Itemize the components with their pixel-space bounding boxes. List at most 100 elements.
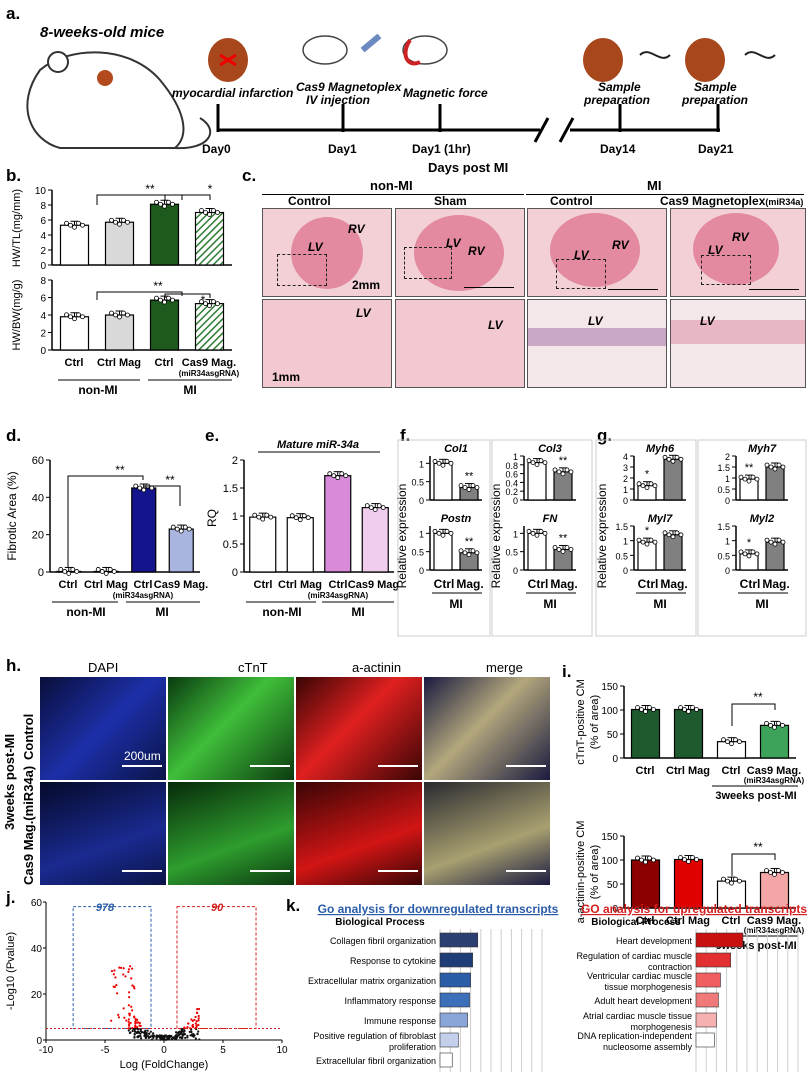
data-point: [686, 709, 691, 714]
y-tick-label: 10: [35, 186, 47, 197]
data-point: [568, 469, 574, 475]
data-point: [68, 314, 73, 320]
volcano-point: [194, 1037, 197, 1040]
y-tick-label: 6: [40, 216, 46, 227]
data-point: [725, 739, 730, 745]
x-label: Cas9 Mag.: [348, 579, 400, 591]
go-term: Collagen fibril organization: [330, 936, 436, 946]
fluor-control-dapi: [40, 677, 166, 780]
data-point: [58, 567, 64, 572]
volcano-point: [133, 1026, 137, 1029]
go-term: Positive regulation of fibroblast: [313, 1031, 436, 1041]
c-lv-1: LV: [308, 240, 323, 254]
data-point: [256, 514, 262, 520]
x-label: Ctrl: [329, 579, 348, 591]
fluor-control-merge: [424, 677, 550, 780]
data-point: [636, 537, 642, 543]
panel-j-volcano: 0 20 40 60 -10 -5 0 5 10 -Log10 (Pvalue) Log (Fold…: [5, 898, 288, 1071]
x-label: Ctrl: [155, 357, 174, 369]
volcano-point: [196, 1011, 199, 1015]
bar: [630, 859, 661, 909]
fluor-cas9-dapi: [40, 782, 166, 885]
data-point: [444, 528, 450, 534]
panel-label-c: c.: [242, 166, 257, 185]
group-label: non-MI: [262, 605, 301, 619]
data-point: [530, 530, 536, 536]
volcano-point: [133, 1036, 136, 1039]
bar: [673, 708, 704, 759]
y-tick-label: 150: [601, 682, 618, 693]
group-label: non-MI: [78, 383, 117, 397]
volcano-point: [156, 1035, 159, 1039]
data-point: [203, 301, 208, 307]
go-bar: [439, 1032, 459, 1048]
c-rv-3: RV: [612, 238, 629, 252]
volcano-point: [139, 1024, 142, 1027]
data-point: [470, 548, 476, 554]
y-tick-label: 1.5: [717, 463, 730, 473]
go-term: Adult heart development: [594, 996, 692, 1006]
bar: [527, 532, 547, 571]
k-up-title: GO analysis for upregulated transcripts: [581, 902, 807, 916]
go-term: Immune response: [364, 1016, 436, 1026]
group-label: MI: [755, 597, 768, 611]
data-point: [293, 515, 299, 521]
data-point: [380, 505, 386, 510]
y-tick-label: 1: [725, 537, 730, 547]
y-tick-label: 0: [419, 496, 424, 506]
y-tick-label: 0: [725, 496, 730, 506]
data-point: [746, 553, 752, 559]
data-point: [182, 524, 188, 530]
y-tick-label: 6: [40, 294, 46, 305]
histology-control-full: [262, 208, 392, 297]
y-tick-label: 0: [513, 566, 518, 576]
go-term: contraction: [648, 962, 692, 972]
volcano-point: [178, 1036, 182, 1039]
f-frame: [397, 439, 491, 637]
data-point: [666, 456, 672, 462]
data-point: [733, 876, 738, 882]
data-point: [754, 476, 760, 482]
volcano-point: [148, 1032, 151, 1035]
data-point: [170, 201, 175, 207]
sig-mark: **: [465, 471, 474, 483]
data-point: [635, 855, 640, 861]
volcano-point: [183, 1027, 186, 1030]
x-label: Ctrl: [722, 915, 741, 927]
data-point: [662, 454, 668, 460]
sig-mark: *: [645, 469, 650, 481]
volcano-point: [127, 1018, 130, 1021]
go-term: tissue morphogenesis: [604, 982, 692, 992]
group-label: MI: [449, 597, 462, 611]
data-point: [674, 530, 680, 536]
x-tick-label: -5: [101, 1045, 110, 1056]
sig-mark: *: [645, 525, 650, 537]
volcano-point: [130, 1005, 133, 1008]
y-tick-label: 0: [612, 904, 618, 915]
y-tick-label: 0: [38, 567, 44, 579]
volcano-point: [175, 1031, 178, 1034]
volcano-point: [134, 1024, 137, 1027]
bar: [168, 528, 194, 573]
data-point: [725, 878, 730, 884]
volcano-point: [186, 1026, 189, 1029]
i-ylabel: cTnT-positive CM: [575, 679, 587, 765]
data-point: [643, 859, 648, 865]
go-term: Inflammatory response: [344, 996, 436, 1006]
sig-mark: **: [559, 532, 568, 544]
panel-g-chart: 01234Myh6*00.511.52Myh7**00.511.5Myl7*00…: [595, 439, 807, 637]
step-sample2: Sample: [694, 80, 737, 94]
x-label: Ctrl Mag: [666, 765, 710, 777]
data-point: [109, 217, 114, 223]
bp-label: Biological Process: [335, 917, 425, 928]
x-tick-label: 5: [220, 1045, 226, 1056]
y-tick-label: 0.8: [505, 461, 518, 471]
x-label: Cas9 Mag.: [154, 579, 208, 591]
y-tick-label: 0: [612, 754, 618, 765]
c-lv-3: LV: [574, 248, 589, 262]
day-0: Day0: [202, 142, 231, 156]
y-tick-label: 0: [40, 261, 46, 272]
volcano-point: [131, 1009, 134, 1012]
sig-bracket: [164, 194, 211, 200]
x-label: Mag.: [762, 577, 789, 591]
